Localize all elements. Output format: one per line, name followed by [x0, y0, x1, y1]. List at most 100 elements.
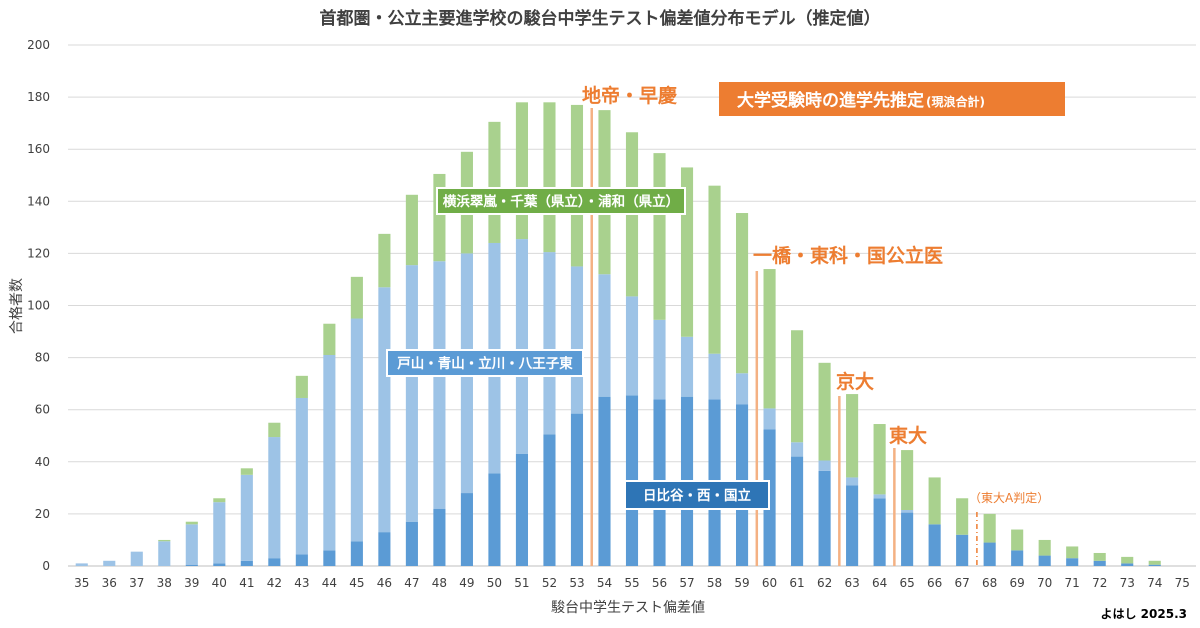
credit-text: よはし 2025.3 [1101, 607, 1188, 621]
bar-segment [295, 375, 308, 398]
bar-segment [543, 102, 556, 253]
bar-segment [873, 424, 886, 495]
y-tick-label: 20 [35, 507, 50, 521]
x-tick-label: 75 [1175, 576, 1190, 590]
label-box-green-text: 横浜翠嵐・千葉（県立）・浦和（県立） [443, 193, 679, 210]
x-tick-label: 45 [349, 576, 364, 590]
x-tick-label: 70 [1037, 576, 1052, 590]
bar-segment [928, 524, 941, 566]
bar-segment [873, 498, 886, 566]
label-box-blue-text: 日比谷・西・国立 [643, 487, 751, 504]
x-tick-label: 69 [1010, 576, 1025, 590]
bar-segment [1093, 552, 1106, 561]
annotation-chitei-soukei: 地帝・早慶 [582, 84, 677, 107]
x-tick-label: 49 [459, 576, 474, 590]
bar-segment [433, 261, 446, 509]
bar-segment [213, 563, 226, 566]
bar-segment [350, 276, 363, 319]
x-tick-label: 66 [927, 576, 942, 590]
y-tick-label: 100 [27, 299, 50, 313]
bar-segment [791, 456, 804, 566]
y-tick-label: 140 [27, 194, 50, 208]
x-tick-label: 61 [789, 576, 804, 590]
x-axis-label: 駿台中学生テスト偏差値 [551, 600, 705, 616]
bar-segment [763, 269, 776, 409]
x-tick-label: 40 [212, 576, 227, 590]
x-tick-label: 55 [624, 576, 639, 590]
bar-segment [680, 336, 694, 397]
bar-segment [460, 493, 473, 566]
bar-segment [378, 287, 391, 533]
bar-segment [598, 396, 611, 566]
x-tick-label: 62 [817, 576, 832, 590]
chart-title: 首都圏・公立主要進学校の駿台中学生テスト偏差値分布モデル（推定値） [320, 8, 881, 29]
bar-segment [158, 539, 171, 542]
y-tick-labels: 0 20 40 60 80 100 120 140 160 180 200 [27, 38, 50, 573]
x-tick-label: 73 [1120, 576, 1135, 590]
legend-box-suisen [719, 82, 1065, 116]
label-box-lightblue-text: 戸山・青山・立川・八王子東 [397, 355, 573, 372]
x-tick-label: 71 [1065, 576, 1080, 590]
y-tick-label: 160 [27, 142, 50, 156]
bar-segment [846, 485, 859, 566]
bar-segment [515, 239, 529, 454]
bar-segment [1093, 560, 1106, 566]
x-tick-label: 54 [597, 576, 612, 590]
y-tick-label: 180 [27, 90, 50, 104]
x-tick-label: 48 [432, 576, 447, 590]
x-tick-label: 47 [404, 576, 419, 590]
bar-segment [405, 265, 418, 522]
annotation-todai: 東大 [889, 424, 927, 447]
y-tick-label: 0 [42, 559, 50, 573]
bar-segment [956, 498, 969, 535]
bar-segment [1066, 558, 1079, 566]
bar-segment [185, 524, 198, 565]
bar-segment [956, 534, 969, 566]
x-tick-label: 59 [734, 576, 749, 590]
x-tick-label: 53 [569, 576, 584, 590]
x-tick-label: 35 [74, 576, 89, 590]
bar-segment [433, 508, 446, 566]
bar-segment [1011, 550, 1024, 566]
bar-segment [268, 558, 281, 566]
label-box-blue-bg [624, 480, 770, 510]
bar-segment [570, 266, 584, 414]
bar-segment [1011, 529, 1024, 551]
bar-segment [708, 353, 721, 400]
x-tick-label: 58 [707, 576, 722, 590]
bar-segment [791, 442, 804, 457]
x-tick-label: 63 [844, 576, 859, 590]
x-tick-label: 44 [322, 576, 337, 590]
bar-segment [268, 422, 281, 438]
legend-box-suisen-text: 大学受験時の進学先推定 (現浪合計) [737, 90, 985, 111]
bar-segment [378, 532, 391, 566]
bar-segment [901, 509, 914, 513]
x-tick-label: 51 [514, 576, 529, 590]
y-tick-label: 40 [35, 455, 50, 469]
bar-segment [323, 550, 336, 566]
x-tick-label: 67 [955, 576, 970, 590]
bar-segment [928, 477, 941, 525]
bar-segment [515, 102, 529, 240]
x-tick-label: 37 [129, 576, 144, 590]
bar-segment [735, 373, 749, 405]
bar-segment [818, 470, 831, 566]
bar-segment [488, 473, 501, 566]
x-tick-label: 52 [542, 576, 557, 590]
bar-segment [240, 560, 253, 566]
y-tick-label: 80 [35, 351, 50, 365]
bar-segment [598, 274, 611, 397]
bar-segment [625, 296, 639, 396]
y-axis-label: 合格者数 [9, 278, 25, 334]
bar-segment [653, 153, 666, 320]
bar-segment [1148, 560, 1161, 565]
bar-segment [295, 397, 308, 555]
bar-segment [185, 521, 198, 525]
bar-segment [735, 213, 749, 374]
bar-segment [708, 185, 721, 354]
y-tick-label: 60 [35, 403, 50, 417]
bar-segment [240, 474, 253, 561]
x-tick-labels: 35 36 37 38 39 40 41 42 43 44 45 46 47 48 49 50 51 52 53 54… [74, 576, 1190, 590]
bar-segment [873, 494, 886, 499]
